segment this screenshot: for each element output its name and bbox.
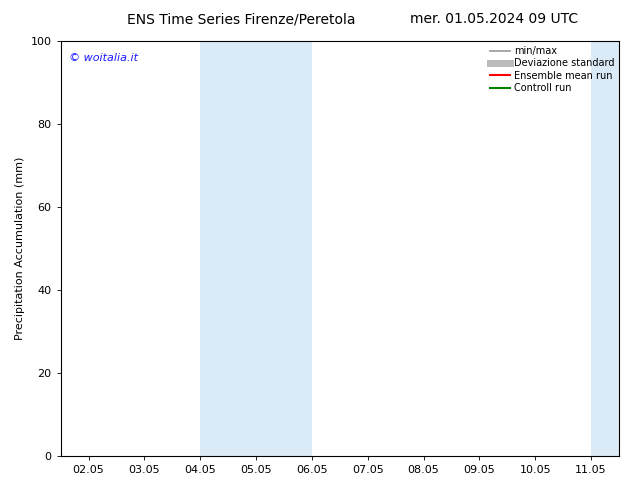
Legend: min/max, Deviazione standard, Ensemble mean run, Controll run: min/max, Deviazione standard, Ensemble m…	[488, 44, 616, 95]
Y-axis label: Precipitation Accumulation (mm): Precipitation Accumulation (mm)	[15, 157, 25, 340]
Text: mer. 01.05.2024 09 UTC: mer. 01.05.2024 09 UTC	[410, 12, 579, 26]
Text: © woitalia.it: © woitalia.it	[69, 53, 138, 64]
Bar	[200, 41, 312, 456]
Bar	[591, 41, 619, 456]
Text: ENS Time Series Firenze/Peretola: ENS Time Series Firenze/Peretola	[127, 12, 355, 26]
